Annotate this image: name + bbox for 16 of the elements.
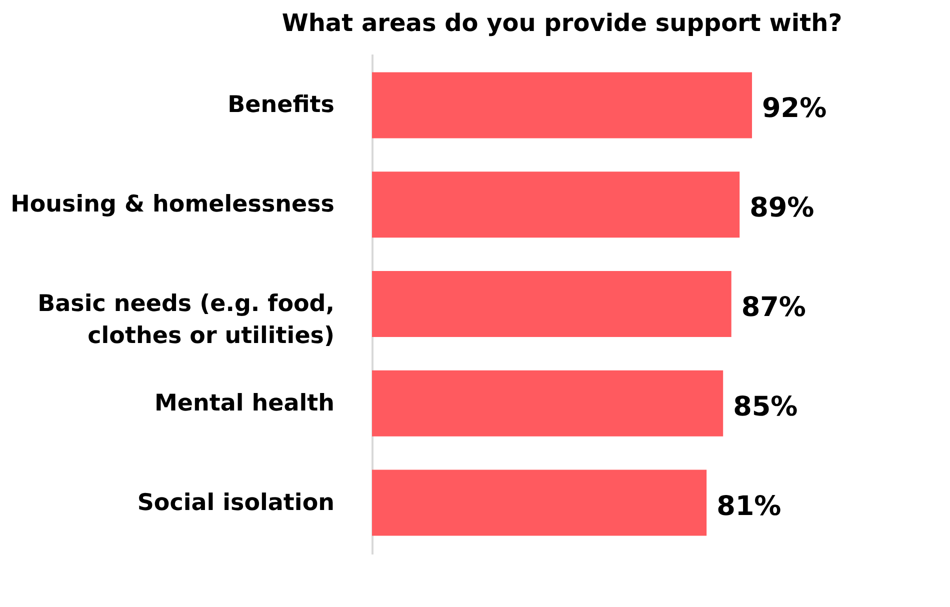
y-tick-label: Benefits	[228, 92, 334, 118]
data-label: 85%	[733, 391, 798, 422]
y-tick-label: Social isolation	[137, 490, 334, 516]
data-label: 81%	[716, 490, 782, 522]
bar	[372, 370, 724, 436]
bar	[372, 470, 707, 536]
chart-title: What areas do you provide support with?	[282, 9, 842, 37]
bar	[372, 72, 752, 138]
data-label: 92%	[762, 93, 827, 124]
y-tick-label: Basic needs (e.g. food, clothes or utilities)	[38, 291, 334, 349]
y-tick-label: Housing & homelessness	[10, 192, 334, 218]
y-tick-label: Mental health	[154, 390, 334, 416]
data-label: 89%	[750, 192, 814, 224]
data-label: 87%	[741, 292, 806, 323]
bar	[372, 172, 740, 238]
bar	[372, 271, 732, 337]
